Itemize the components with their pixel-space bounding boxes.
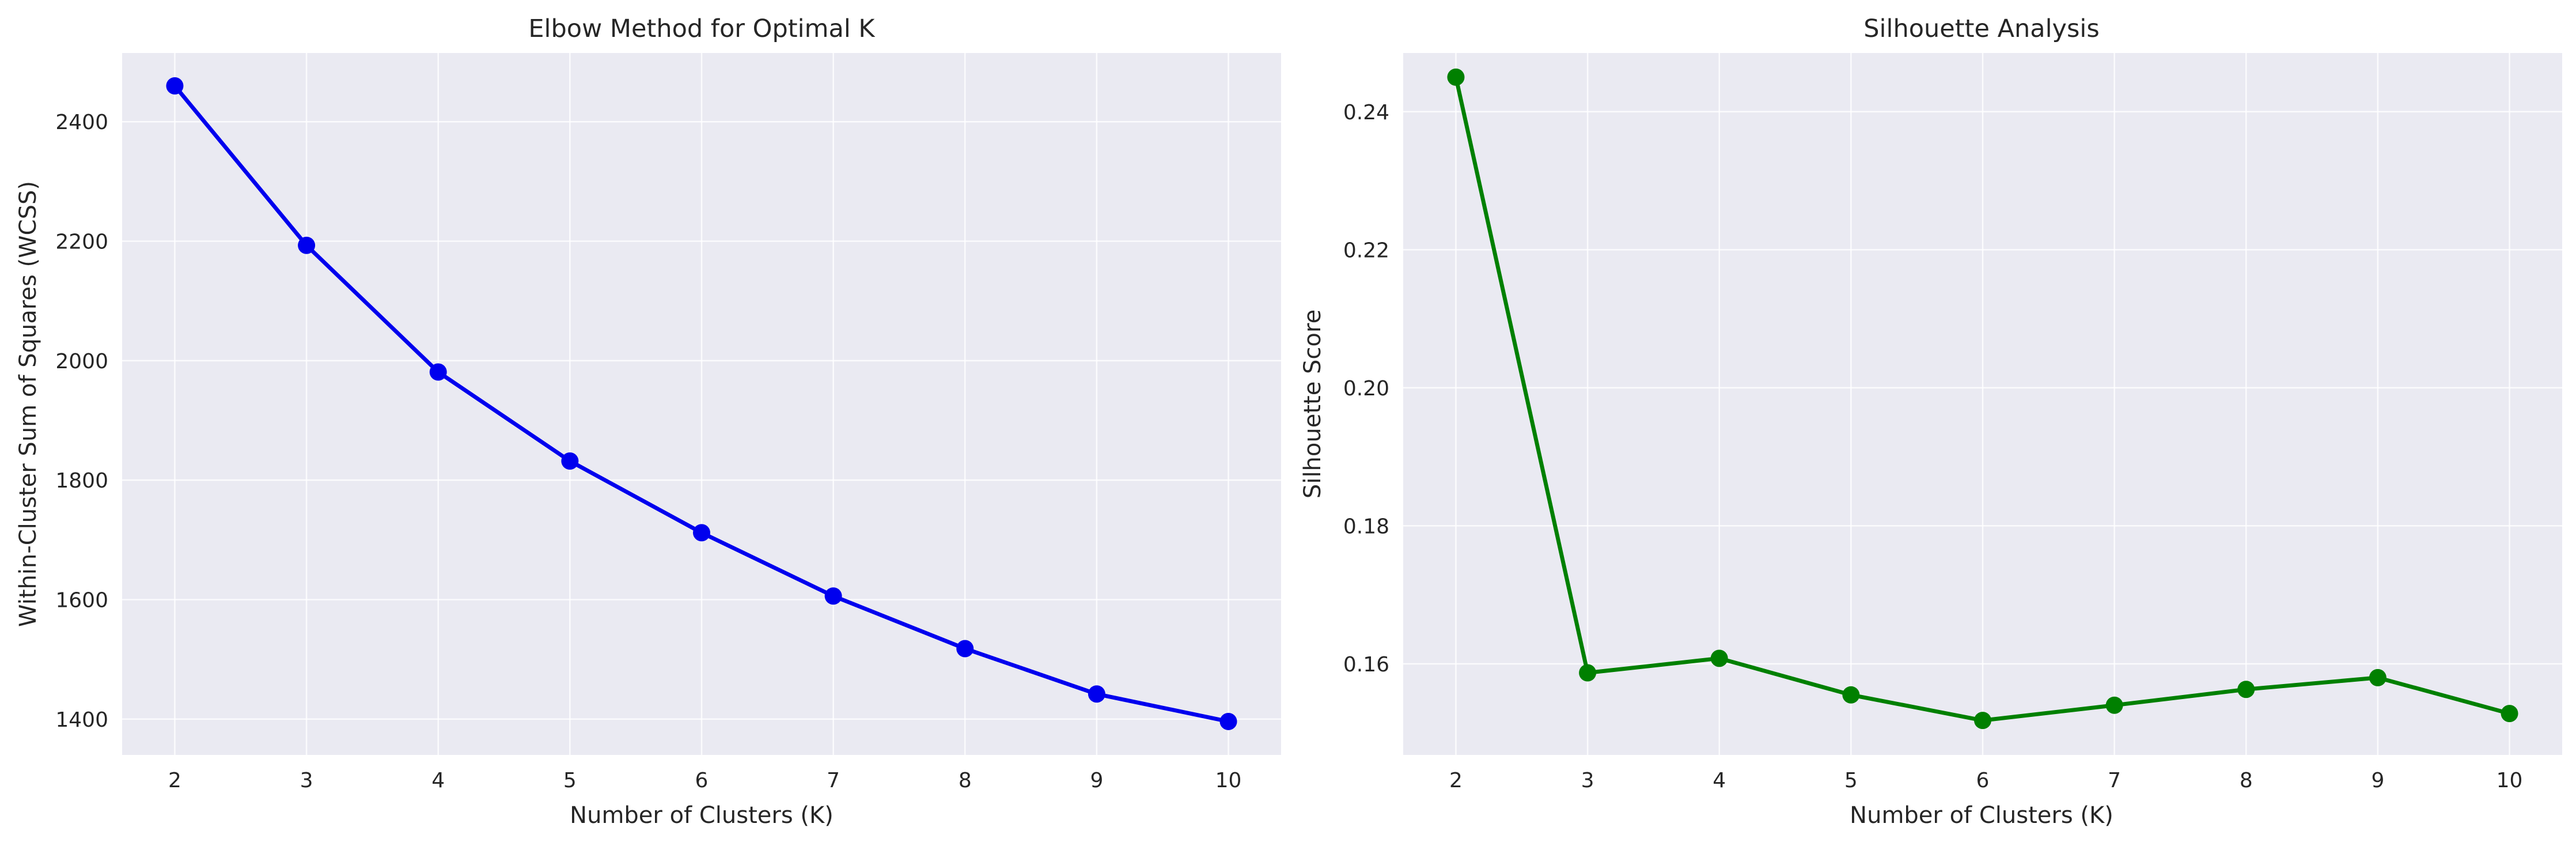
silhouette-gridlines (1403, 53, 2562, 755)
elbow-x-tick-label: 2 (168, 769, 181, 792)
elbow-y-tick-label: 1400 (55, 708, 108, 732)
elbow-x-tick-label: 3 (300, 769, 313, 792)
elbow-chart-title: Elbow Method for Optimal K (528, 14, 876, 43)
elbow-y-tick-label: 2000 (55, 350, 108, 373)
elbow-x-tick-label: 4 (431, 769, 445, 792)
silhouette-y-ticks: 0.16 0.18 0.20 0.22 0.24 (1343, 101, 1389, 677)
silhouette-data-point (1842, 686, 1860, 704)
elbow-data-point (693, 524, 710, 542)
silhouette-data-point (1974, 712, 1991, 730)
elbow-x-tick-label: 6 (695, 769, 709, 792)
elbow-gridlines (122, 53, 1281, 755)
silhouette-data-point (1710, 649, 1728, 667)
silhouette-x-tick-label: 6 (1976, 769, 1990, 792)
silhouette-data-point (2105, 696, 2123, 714)
elbow-data-point (561, 452, 579, 470)
elbow-series (166, 77, 1237, 730)
silhouette-chart-title: Silhouette Analysis (1863, 14, 2099, 43)
silhouette-y-tick-label: 0.24 (1343, 101, 1389, 124)
elbow-y-axis-label: Within-Cluster Sum of Squares (WCSS) (15, 181, 41, 627)
elbow-y-tick-label: 2200 (55, 231, 108, 254)
silhouette-x-tick-label: 8 (2240, 769, 2253, 792)
elbow-x-tick-label: 10 (1215, 769, 1242, 792)
silhouette-series (1447, 68, 2518, 730)
silhouette-x-tick-label: 4 (1713, 769, 1726, 792)
silhouette-data-point (2369, 669, 2386, 686)
silhouette-y-tick-label: 0.16 (1343, 653, 1389, 677)
elbow-y-ticks: 1400 1600 1800 2000 2200 2400 (55, 111, 108, 732)
silhouette-x-tick-label: 2 (1449, 769, 1463, 792)
silhouette-x-tick-label: 5 (1844, 769, 1858, 792)
elbow-data-point (429, 363, 447, 381)
silhouette-x-tick-label: 7 (2108, 769, 2121, 792)
silhouette-x-tick-label: 10 (2497, 769, 2523, 792)
elbow-chart-panel: Elbow Method for Optimal K 2 3 4 5 6 7 8 9 10 14… (15, 14, 1281, 829)
silhouette-data-point (1447, 68, 1465, 86)
silhouette-x-tick-label: 3 (1581, 769, 1594, 792)
elbow-data-point (166, 77, 184, 95)
silhouette-y-axis-label: Silhouette Score (1300, 309, 1326, 498)
elbow-x-tick-label: 5 (563, 769, 577, 792)
elbow-x-axis-label: Number of Clusters (K) (570, 802, 834, 829)
elbow-data-point (956, 640, 974, 658)
elbow-data-point (824, 587, 842, 605)
silhouette-y-tick-label: 0.22 (1343, 239, 1389, 262)
silhouette-y-tick-label: 0.18 (1343, 515, 1389, 538)
elbow-data-point (1088, 685, 1105, 703)
elbow-data-point (1219, 712, 1237, 730)
silhouette-data-point (2501, 705, 2518, 723)
elbow-data-point (298, 236, 316, 254)
silhouette-chart-panel: Silhouette Analysis 2 3 4 5 6 7 8 9 10 0.160.180… (1300, 14, 2562, 829)
silhouette-x-ticks: 2 3 4 5 6 7 8 9 10 (1449, 769, 2522, 792)
silhouette-x-axis-label: Number of Clusters (K) (1850, 802, 2113, 829)
elbow-x-tick-label: 9 (1090, 769, 1103, 792)
elbow-y-tick-label: 1800 (55, 469, 108, 493)
silhouette-data-point (2237, 681, 2255, 698)
elbow-y-tick-label: 2400 (55, 111, 108, 134)
elbow-x-ticks: 2 3 4 5 6 7 8 9 10 (168, 769, 1241, 792)
silhouette-data-point (1579, 664, 1597, 682)
elbow-x-tick-label: 8 (959, 769, 972, 792)
elbow-y-tick-label: 1600 (55, 588, 108, 612)
silhouette-x-tick-label: 9 (2371, 769, 2384, 792)
silhouette-y-tick-label: 0.20 (1343, 377, 1389, 401)
elbow-x-tick-label: 7 (827, 769, 840, 792)
